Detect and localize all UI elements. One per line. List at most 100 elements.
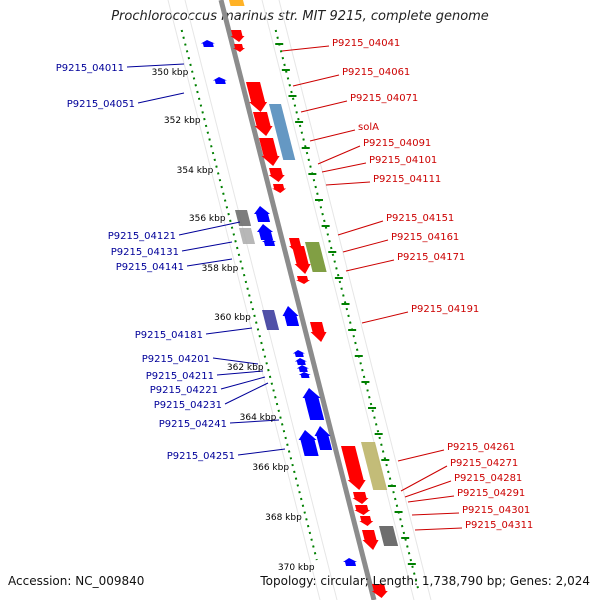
reverse-gene-label[interactable]: P9215_04231 xyxy=(154,400,222,411)
reverse-gene-label[interactable]: P9215_04131 xyxy=(111,247,179,258)
forward-label-leader xyxy=(361,311,409,324)
forward-gene-arrow[interactable] xyxy=(230,30,245,42)
genome-backbone xyxy=(218,0,377,600)
reverse-label-leader xyxy=(224,382,269,405)
feature-block[interactable] xyxy=(262,310,280,330)
ruler-label: 368 kbp xyxy=(265,513,302,523)
forward-label-leader xyxy=(300,100,348,113)
reverse-gene-label[interactable]: P9215_04051 xyxy=(67,99,135,110)
forward-gene-arrow[interactable] xyxy=(272,184,287,193)
forward-gene-arrow[interactable] xyxy=(354,505,371,515)
ruler-label: 350 kbp xyxy=(152,68,189,78)
forward-gene-label[interactable]: P9215_04171 xyxy=(397,252,465,263)
forward-label-leader xyxy=(345,259,395,272)
genome-title: Prochlorococcus marinus str. MIT 9215, c… xyxy=(111,9,489,24)
forward-gene-arrow[interactable] xyxy=(359,516,374,526)
forward-gene-label[interactable]: P9215_04041 xyxy=(332,38,400,49)
forward-gene-label[interactable]: P9215_04111 xyxy=(373,174,441,185)
forward-gene-arrow[interactable] xyxy=(296,276,311,284)
forward-gene-arrow[interactable] xyxy=(259,138,280,166)
reverse-label-leader xyxy=(205,327,253,335)
forward-label-leader xyxy=(407,495,455,503)
feature-band-edge xyxy=(278,0,432,600)
reverse-label-leader xyxy=(178,221,241,236)
reverse-label-leader xyxy=(181,241,233,252)
feature-block[interactable] xyxy=(239,228,256,244)
reverse-gene-arrow[interactable] xyxy=(343,558,358,566)
reverse-gene-arrow[interactable] xyxy=(314,426,333,450)
forward-label-leader xyxy=(292,74,340,87)
ruler-label: 358 kbp xyxy=(202,264,239,274)
rna-feature-block[interactable] xyxy=(305,242,327,272)
forward-label-leader xyxy=(321,162,367,173)
forward-gene-arrow[interactable] xyxy=(352,492,369,504)
feature-band-edge xyxy=(167,0,321,600)
reverse-gene-label[interactable]: P9215_04241 xyxy=(159,419,227,430)
forward-gene-arrow[interactable] xyxy=(341,446,366,490)
forward-gene-label[interactable]: P9215_04161 xyxy=(391,232,459,243)
reverse-gene-arrow[interactable] xyxy=(200,40,215,47)
forward-gene-label[interactable]: P9215_04301 xyxy=(462,505,530,516)
forward-label-leader xyxy=(400,465,448,492)
reverse-label-leader xyxy=(237,448,286,456)
forward-gene-arrow[interactable] xyxy=(246,82,268,112)
forward-label-leader xyxy=(309,129,356,142)
reverse-gene-arrow[interactable] xyxy=(302,388,325,420)
ruler-label: 354 kbp xyxy=(177,166,214,176)
reverse-gene-label[interactable]: P9215_04251 xyxy=(167,451,235,462)
reverse-gene-label[interactable]: P9215_04121 xyxy=(108,231,176,242)
reverse-gene-label[interactable]: P9215_04181 xyxy=(135,330,203,341)
reverse-gene-arrow[interactable] xyxy=(282,306,300,326)
rna-feature-block[interactable] xyxy=(269,104,296,160)
reverse-gene-arrow[interactable] xyxy=(294,358,307,365)
reverse-label-leader xyxy=(137,92,185,104)
ruler-label: 360 kbp xyxy=(214,313,251,323)
forward-label-leader xyxy=(337,220,384,236)
forward-gene-label[interactable]: P9215_04311 xyxy=(465,520,533,531)
reverse-gene-arrow[interactable] xyxy=(212,77,227,84)
reverse-gene-arrow[interactable] xyxy=(262,238,277,246)
forward-gene-label[interactable]: P9215_04091 xyxy=(363,138,431,149)
reverse-gene-arrow[interactable] xyxy=(254,206,271,222)
forward-label-leader xyxy=(414,527,463,531)
accession-text: Accession: NC_009840 xyxy=(8,574,145,588)
reverse-gene-label[interactable]: P9215_04141 xyxy=(116,262,184,273)
reverse-label-leader xyxy=(126,63,185,68)
forward-gene-label[interactable]: P9215_04291 xyxy=(457,488,525,499)
reverse-gene-arrow[interactable] xyxy=(296,365,309,372)
reverse-label-leader xyxy=(220,376,266,390)
reverse-gene-arrow[interactable] xyxy=(298,372,311,378)
rna-feature-block[interactable] xyxy=(361,442,388,490)
forward-label-leader xyxy=(411,512,460,516)
forward-gene-label[interactable]: P9215_04061 xyxy=(342,67,410,78)
reverse-gene-label[interactable]: P9215_04221 xyxy=(150,385,218,396)
reverse-gene-arrow[interactable] xyxy=(298,430,319,456)
forward-gene-label[interactable]: P9215_04071 xyxy=(350,93,418,104)
reverse-gene-arrow[interactable] xyxy=(292,350,305,357)
forward-gene-label[interactable]: P9215_04281 xyxy=(454,473,522,484)
forward-gene-arrow[interactable] xyxy=(253,112,273,136)
ruler-label: 366 kbp xyxy=(252,463,289,473)
forward-label-leader xyxy=(342,239,389,253)
reverse-gene-label[interactable]: P9215_04011 xyxy=(56,63,124,74)
forward-gene-label[interactable]: P9215_04151 xyxy=(386,213,454,224)
forward-gene-arrow[interactable] xyxy=(362,530,379,550)
ruler-label: 364 kbp xyxy=(240,413,277,423)
forward-gene-label[interactable]: P9215_04191 xyxy=(411,304,479,315)
forward-gene-label[interactable]: P9215_04271 xyxy=(450,458,518,469)
feature-block[interactable] xyxy=(235,210,252,226)
feature-block[interactable] xyxy=(379,526,399,546)
feature-block[interactable] xyxy=(229,0,245,6)
forward-gene-label[interactable]: P9215_04101 xyxy=(369,155,437,166)
forward-gene-arrow[interactable] xyxy=(371,584,388,598)
forward-gene-arrow[interactable] xyxy=(292,246,311,274)
forward-gene-arrow[interactable] xyxy=(310,322,327,342)
forward-gene-arrow[interactable] xyxy=(268,168,285,182)
forward-gene-label[interactable]: P9215_04261 xyxy=(447,442,515,453)
forward-gene-arrow[interactable] xyxy=(233,44,246,52)
forward-gene-label[interactable]: solA xyxy=(358,122,379,133)
reverse-gene-label[interactable]: P9215_04211 xyxy=(146,371,214,382)
reverse-gene-label[interactable]: P9215_04201 xyxy=(142,354,210,365)
reverse-gene-arrow[interactable] xyxy=(257,224,274,240)
